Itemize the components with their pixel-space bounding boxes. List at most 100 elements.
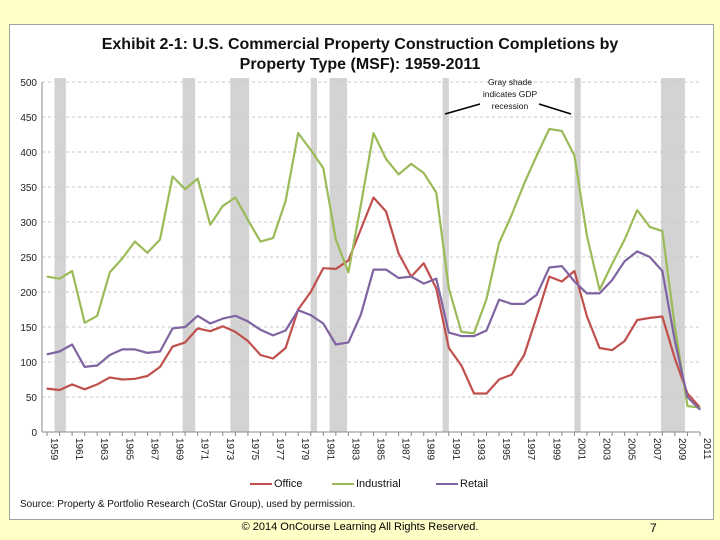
data-point-retail: [410, 276, 412, 278]
data-point-industrial: [360, 203, 362, 206]
data-point-industrial: [184, 188, 186, 190]
data-point-retail: [322, 322, 324, 325]
data-point-retail: [699, 409, 701, 411]
data-point-office: [272, 357, 274, 360]
data-point-retail: [485, 329, 488, 332]
data-point-office: [347, 259, 349, 262]
data-point-retail: [121, 348, 123, 350]
data-point-industrial: [58, 278, 61, 280]
data-point-retail: [159, 350, 161, 353]
data-point-office: [84, 388, 86, 390]
data-point-industrial: [611, 263, 613, 265]
data-point-retail: [473, 335, 475, 337]
data-point-office: [548, 276, 550, 278]
data-point-office: [197, 327, 199, 329]
data-point-retail: [523, 303, 525, 305]
data-point-industrial: [473, 332, 475, 334]
data-point-office: [661, 315, 663, 318]
data-point-industrial: [448, 287, 450, 290]
data-point-office: [448, 347, 450, 349]
data-point-industrial: [398, 173, 400, 175]
data-point-retail: [310, 314, 312, 316]
data-point-office: [435, 287, 437, 290]
data-point-retail: [460, 335, 463, 337]
x-tick-label: 1987: [400, 438, 411, 461]
x-tick-label: 1967: [148, 438, 159, 461]
data-point-industrial: [435, 192, 437, 194]
recession-band: [54, 78, 66, 432]
chart-title-line1: Exhibit 2-1: U.S. Commercial Property Co…: [101, 36, 619, 53]
data-point-retail: [498, 299, 500, 301]
y-tick-label: 250: [20, 253, 37, 264]
data-point-industrial: [372, 132, 375, 134]
data-point-industrial: [573, 154, 576, 157]
annotation-line3: recession: [491, 101, 529, 111]
y-tick-label: 150: [20, 323, 37, 334]
recession-band: [230, 78, 250, 432]
data-point-retail: [649, 256, 651, 258]
data-point-industrial: [561, 130, 563, 132]
data-point-office: [46, 388, 48, 390]
x-tick-label: 1993: [475, 438, 486, 461]
data-point-office: [586, 315, 588, 318]
data-point-industrial: [624, 238, 626, 241]
data-point-retail: [335, 343, 337, 346]
data-point-industrial: [636, 209, 638, 211]
data-point-office: [109, 376, 111, 378]
data-point-retail: [624, 260, 626, 262]
data-point-office: [234, 331, 236, 333]
data-point-retail: [259, 329, 262, 331]
data-point-retail: [272, 334, 274, 336]
x-tick-label: 1965: [123, 438, 134, 461]
data-point-retail: [96, 364, 98, 367]
x-tick-label: 1983: [349, 438, 360, 461]
x-tick-label: 1977: [274, 438, 285, 461]
data-point-retail: [209, 322, 211, 325]
data-point-office: [121, 378, 123, 381]
data-point-retail: [134, 348, 136, 350]
data-point-industrial: [661, 230, 663, 232]
data-point-office: [460, 364, 463, 367]
recession-band: [182, 78, 196, 432]
x-tick-label: 1979: [299, 438, 310, 461]
data-point-office: [485, 392, 488, 395]
data-point-industrial: [347, 271, 349, 273]
data-point-office: [598, 347, 601, 349]
data-point-retail: [46, 353, 48, 355]
data-point-industrial: [511, 214, 513, 216]
data-point-industrial: [247, 219, 249, 221]
data-point-industrial: [96, 315, 98, 317]
legend-label: Retail: [460, 478, 489, 490]
data-point-industrial: [71, 270, 73, 272]
data-point-office: [573, 270, 576, 272]
x-tick-label: 1985: [375, 438, 386, 461]
recession-band: [661, 78, 685, 432]
data-point-industrial: [649, 226, 651, 228]
data-point-industrial: [536, 154, 538, 157]
data-point-retail: [674, 340, 676, 342]
data-point-industrial: [548, 128, 550, 130]
data-point-office: [385, 210, 387, 213]
x-tick-label: 2009: [676, 438, 687, 461]
data-point-office: [222, 325, 224, 327]
data-point-retail: [561, 265, 563, 267]
data-point-industrial: [197, 178, 199, 180]
y-tick-label: 350: [20, 183, 37, 194]
data-point-industrial: [46, 276, 48, 278]
data-point-office: [159, 366, 161, 368]
y-tick-label: 450: [20, 113, 37, 124]
data-point-office: [247, 340, 249, 342]
data-point-industrial: [423, 172, 425, 174]
data-point-office: [71, 383, 73, 385]
data-point-retail: [548, 266, 550, 269]
data-point-retail: [146, 352, 149, 354]
data-point-industrial: [209, 224, 211, 226]
recession-band: [310, 78, 317, 432]
x-tick-label: 1969: [174, 438, 185, 461]
x-tick-label: 2007: [651, 438, 662, 461]
data-point-industrial: [121, 257, 123, 259]
x-tick-label: 1961: [73, 438, 84, 461]
data-point-industrial: [159, 238, 161, 241]
data-point-office: [184, 341, 186, 343]
data-point-office: [636, 319, 638, 321]
